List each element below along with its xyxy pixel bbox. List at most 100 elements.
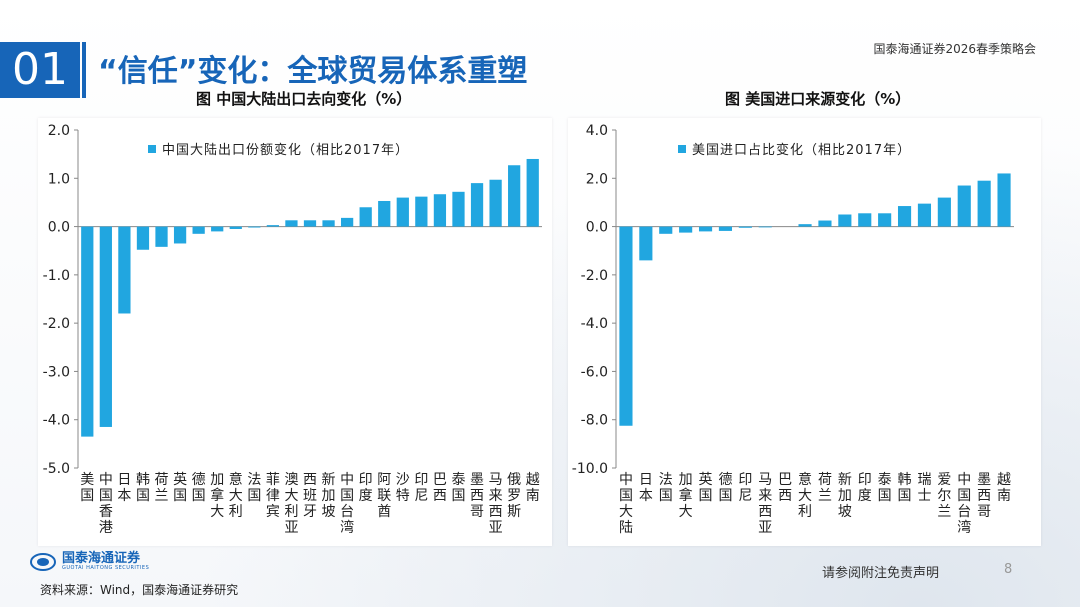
legend-swatch: [678, 145, 686, 153]
left-chart-title: 图 中国大陆出口去向变化（%）: [196, 90, 412, 108]
bar: [718, 226, 733, 231]
y-tick-label: -10.0: [572, 461, 608, 477]
bar: [81, 226, 94, 437]
page-number: 8: [1004, 562, 1013, 577]
bar: [997, 173, 1011, 227]
x-category-label: 澳大利亚: [284, 472, 298, 536]
bar: [229, 226, 242, 229]
y-tick-label: 4.0: [586, 123, 608, 139]
y-tick-label: 1.0: [48, 171, 70, 187]
x-category-label: 马来西亚: [489, 472, 503, 536]
x-category-label: 新加坡: [838, 472, 852, 520]
bar: [173, 226, 187, 244]
bar: [192, 226, 205, 234]
y-tick-label: -4.0: [43, 413, 70, 429]
x-category-label: 中国台湾: [340, 472, 354, 536]
x-category-label: 印度: [359, 472, 373, 504]
x-category-label: 加拿大: [210, 472, 224, 520]
x-category-label: 中国香港: [99, 472, 113, 536]
x-category-label: 韩国: [136, 472, 150, 504]
x-category-label: 印度: [858, 472, 872, 504]
logo-text: 国泰海通证券: [62, 551, 141, 566]
x-category-label: 墨西哥: [977, 472, 991, 520]
x-category-label: 韩国: [898, 472, 912, 504]
bar: [378, 200, 391, 227]
x-category-label: 加拿大: [679, 472, 693, 520]
y-tick-label: -2.0: [581, 268, 608, 284]
bar: [396, 197, 409, 227]
legend-label: 美国进口占比变化（相比2017年）: [692, 142, 911, 158]
x-category-label: 意大利: [229, 471, 243, 520]
x-category-label: 爱尔兰: [937, 472, 951, 520]
bar: [698, 226, 713, 232]
bar: [136, 226, 150, 250]
y-tick-label: 2.0: [48, 123, 70, 139]
bar: [248, 226, 261, 228]
bar: [619, 226, 633, 426]
bar: [639, 226, 653, 261]
bar: [470, 183, 484, 227]
x-category-label: 意大利: [798, 471, 812, 520]
bar: [798, 224, 812, 227]
bar: [415, 196, 428, 227]
bar: [957, 185, 971, 227]
section-number: 01: [0, 42, 80, 98]
bar: [322, 220, 335, 227]
x-category-label: 英国: [699, 471, 713, 504]
x-category-label: 瑞士: [917, 472, 931, 504]
bar: [738, 226, 752, 228]
disclaimer-link[interactable]: 请参阅附注免责声明: [822, 566, 940, 581]
logo-icon: [30, 552, 56, 571]
y-tick-label: -6.0: [581, 364, 608, 380]
y-tick-label: 0.0: [48, 220, 70, 236]
bar: [285, 220, 298, 227]
bar: [489, 179, 502, 227]
y-tick-label: -4.0: [581, 316, 608, 332]
bar: [211, 226, 224, 232]
company-logo: 国泰海通证券 GUOTAI HAITONG SECURITIES: [30, 552, 149, 571]
x-category-label: 美国: [80, 472, 94, 504]
x-category-label: 德国: [718, 472, 732, 504]
x-category-label: 印尼: [414, 472, 428, 504]
y-tick-label: -1.0: [43, 268, 70, 284]
x-category-label: 法国: [247, 472, 261, 504]
y-tick-label: -8.0: [581, 413, 608, 429]
bar: [433, 194, 447, 227]
bar: [818, 220, 832, 227]
bar: [118, 226, 131, 314]
right-chart-title: 图 美国进口来源变化（%）: [725, 90, 911, 108]
x-category-label: 荷兰: [818, 472, 832, 504]
x-category-label: 法国: [659, 472, 673, 504]
bar: [659, 226, 673, 234]
right-chart: -10.0 -8.0 -6.0 -4.0 -2.0 0.0 2.0 4.0 中国大陆日本法国加拿…: [572, 123, 1014, 536]
x-category-label: 俄罗斯: [507, 472, 521, 520]
bar: [878, 213, 892, 227]
x-category-label: 日本: [639, 472, 653, 504]
legend-swatch: [148, 145, 156, 153]
bar: [679, 226, 693, 233]
bar: [897, 206, 912, 227]
x-category-label: 沙特: [396, 472, 410, 504]
x-category-label: 越南: [526, 472, 540, 504]
left-chart: -5.0 -4.0 -3.0 -2.0 -1.0 0.0 1.0 2.0 美国中国香港日本韩国荷…: [43, 123, 542, 536]
x-category-label: 越南: [997, 472, 1011, 504]
logo-subtext: GUOTAI HAITONG SECURITIES: [62, 565, 150, 571]
section-divider: [82, 42, 86, 98]
right-chart-panel: -10.0 -8.0 -6.0 -4.0 -2.0 0.0 2.0 4.0 中国大陆 日本 法国 加拿…: [568, 118, 1041, 546]
x-category-label: 阿联酋: [377, 472, 391, 520]
data-source: 资料来源：Wind，国泰海通证券研究: [40, 583, 239, 597]
x-category-label: 日本: [117, 472, 131, 504]
bar: [452, 191, 465, 227]
bar: [340, 217, 354, 227]
x-category-label: 马来西亚: [758, 472, 772, 536]
y-tick-label: 2.0: [586, 171, 608, 187]
bar: [99, 226, 112, 427]
bar: [838, 214, 852, 227]
slide-title: “信任”变化：全球贸易体系重塑: [98, 54, 528, 89]
bar: [266, 225, 280, 227]
x-category-label: 中国大陆: [619, 472, 633, 536]
bar: [155, 226, 168, 247]
x-category-label: 墨西哥: [470, 472, 484, 520]
x-category-label: 泰国: [451, 472, 465, 504]
bar: [303, 220, 317, 227]
